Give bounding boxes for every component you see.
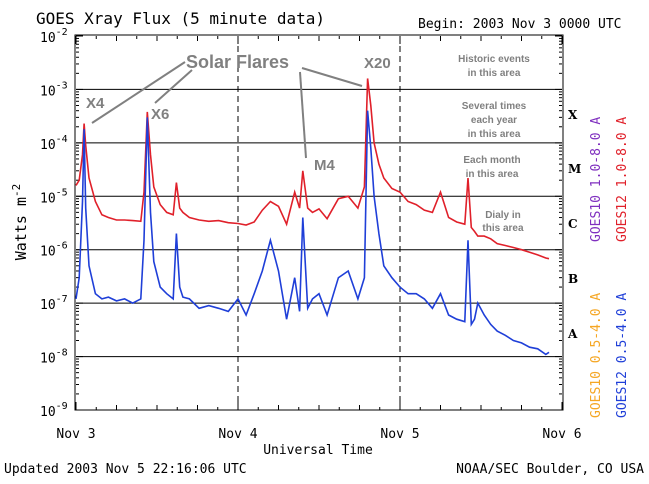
- class-a: A: [567, 327, 578, 341]
- historic-line1: Historic events: [458, 54, 530, 65]
- m4-label: M4: [314, 157, 335, 174]
- x20-label: X20: [364, 55, 391, 72]
- source-credit: NOAA/SEC Boulder, CO USA: [456, 462, 644, 477]
- right-legend: GOES10 1.0-8.0 A GOES12 1.0-8.0 A GOES10…: [589, 117, 630, 418]
- series-goes12-long: [75, 78, 550, 260]
- pointer-x6: [154, 69, 193, 104]
- class-b: B: [568, 272, 578, 286]
- flare-class-labels: X M C B A: [567, 108, 581, 341]
- updated-timestamp: Updated 2003 Nov 5 22:16:06 UTC: [4, 462, 247, 477]
- legend-goes12-long: GOES12 1.0-8.0 A: [615, 117, 630, 242]
- y-axis-label: Watts m-2: [10, 184, 30, 260]
- y-tick-label: 10-5: [40, 187, 68, 206]
- x-tick-nov5: Nov 5: [380, 427, 419, 442]
- y-axis-label-exponent: -2: [10, 184, 23, 197]
- daily-line1: Dialy in: [485, 210, 521, 221]
- pointer-m4: [299, 71, 307, 159]
- x-tick-nov6: Nov 6: [542, 427, 581, 442]
- y-axis-label-text: Watts m-2: [10, 184, 30, 260]
- begin-label: Begin: 2003 Nov 3 0000 UTC: [418, 17, 622, 32]
- pointer-x20: [301, 67, 363, 87]
- class-m: M: [568, 162, 581, 176]
- y-tick-label: 10-8: [40, 348, 68, 367]
- legend-goes10-short: GOES10 0.5-4.0 A: [589, 293, 604, 418]
- day-gridlines: [237, 36, 401, 410]
- y-tick-label: 10-2: [40, 27, 68, 46]
- several-line3: in this area: [468, 129, 521, 140]
- x4-label: X4: [86, 95, 105, 112]
- several-line1: Several times: [462, 101, 527, 112]
- daily-line2: this area: [482, 223, 524, 234]
- class-c: C: [568, 217, 578, 231]
- y-tick-label: 10-4: [40, 134, 68, 153]
- y-tick-label: 10-3: [40, 80, 68, 99]
- axis-ticks: [75, 35, 563, 411]
- y-axis-label-main: Watts m: [12, 197, 30, 260]
- month-line1: Each month: [463, 155, 520, 166]
- annotations: Solar Flares X4 X6 M4 X20 Historic event…: [86, 52, 530, 234]
- x-tick-nov4: Nov 4: [218, 427, 257, 442]
- y-tick-label: 10-6: [40, 241, 68, 260]
- decade-gridlines: [76, 88, 562, 358]
- historic-line2: in this area: [468, 68, 521, 79]
- class-x: X: [568, 108, 578, 122]
- y-tick-label: 10-7: [40, 294, 68, 313]
- x-tick-nov3: Nov 3: [56, 427, 95, 442]
- legend-goes10-long: GOES10 1.0-8.0 A: [589, 117, 604, 242]
- chart-title: GOES Xray Flux (5 minute data): [36, 9, 325, 28]
- pointer-x4: [91, 61, 186, 124]
- several-line2: each year: [471, 115, 517, 126]
- flare-pointer-lines: [91, 61, 363, 159]
- x6-label: X6: [151, 106, 169, 123]
- solar-flares-label: Solar Flares: [186, 52, 289, 72]
- x-axis-label: Universal Time: [263, 443, 373, 458]
- y-tick-label: 10-9: [40, 401, 68, 420]
- y-tick-labels: 10-2 10-3 10-4 10-5 10-6 10-7 10-8 10-9: [40, 27, 68, 420]
- month-line2: in this area: [466, 169, 519, 180]
- series-goes12-short: [75, 110, 550, 356]
- legend-goes12-short: GOES12 0.5-4.0 A: [615, 293, 630, 418]
